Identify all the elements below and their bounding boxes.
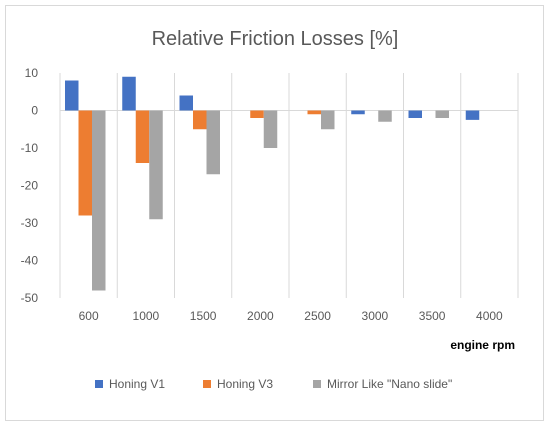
legend-label: Honing V1 [109, 377, 165, 391]
bar-series-3-3000 [378, 110, 392, 122]
bar-series-1-600 [65, 80, 79, 111]
y-tick-label: -40 [21, 254, 39, 268]
legend-swatch [313, 380, 321, 388]
bars [65, 76, 480, 291]
bar-series-2-2500 [307, 110, 321, 115]
chart-title: Relative Friction Losses [%] [152, 28, 399, 50]
bar-series-2-2000 [250, 110, 264, 118]
x-tick-label: 1500 [190, 309, 217, 323]
legend-label: Honing V3 [217, 377, 273, 391]
x-tick-label: 4000 [476, 309, 503, 323]
bar-series-2-600 [78, 110, 92, 216]
x-tick-label: 2500 [304, 309, 331, 323]
y-tick-label: 10 [25, 66, 39, 80]
bar-series-1-3500 [408, 110, 422, 118]
y-tick-label: -30 [21, 216, 39, 230]
bar-series-3-1500 [206, 110, 220, 175]
y-axis-ticks: 10 0 -10 -20 -30 -40 -50 [21, 66, 39, 305]
x-tick-label: 1000 [133, 309, 160, 323]
bar-series-1-1000 [122, 76, 136, 111]
bar-series-3-600 [92, 110, 106, 291]
x-tick-label: 2000 [247, 309, 274, 323]
bar-series-1-3000 [351, 110, 365, 115]
y-tick-label: 0 [31, 104, 38, 118]
bar-series-3-3500 [435, 110, 449, 118]
y-tick-label: -50 [21, 291, 39, 305]
x-tick-label: 3500 [419, 309, 446, 323]
bar-series-3-2500 [321, 110, 335, 130]
x-tick-label: 600 [79, 309, 99, 323]
legend-swatch [203, 380, 211, 388]
bar-series-3-2000 [263, 110, 278, 148]
y-tick-label: -10 [21, 141, 39, 155]
bar-series-1-4000 [465, 110, 480, 120]
legend-label: Mirror Like "Nano slide" [327, 377, 452, 391]
legend-swatch [95, 380, 103, 388]
legend: Honing V1 Honing V3 Mirror Like "Nano slid… [95, 377, 452, 391]
y-tick-label: -20 [21, 179, 39, 193]
x-axis-label: engine rpm [450, 338, 515, 352]
bar-series-3-1000 [149, 110, 163, 220]
bar-series-1-1500 [179, 95, 193, 111]
x-axis-ticks: 600 1000 1500 2000 2500 3000 3500 4000 [79, 309, 503, 323]
x-tick-label: 3000 [362, 309, 389, 323]
bar-series-2-1500 [193, 110, 207, 130]
bar-series-2-1000 [135, 110, 150, 163]
